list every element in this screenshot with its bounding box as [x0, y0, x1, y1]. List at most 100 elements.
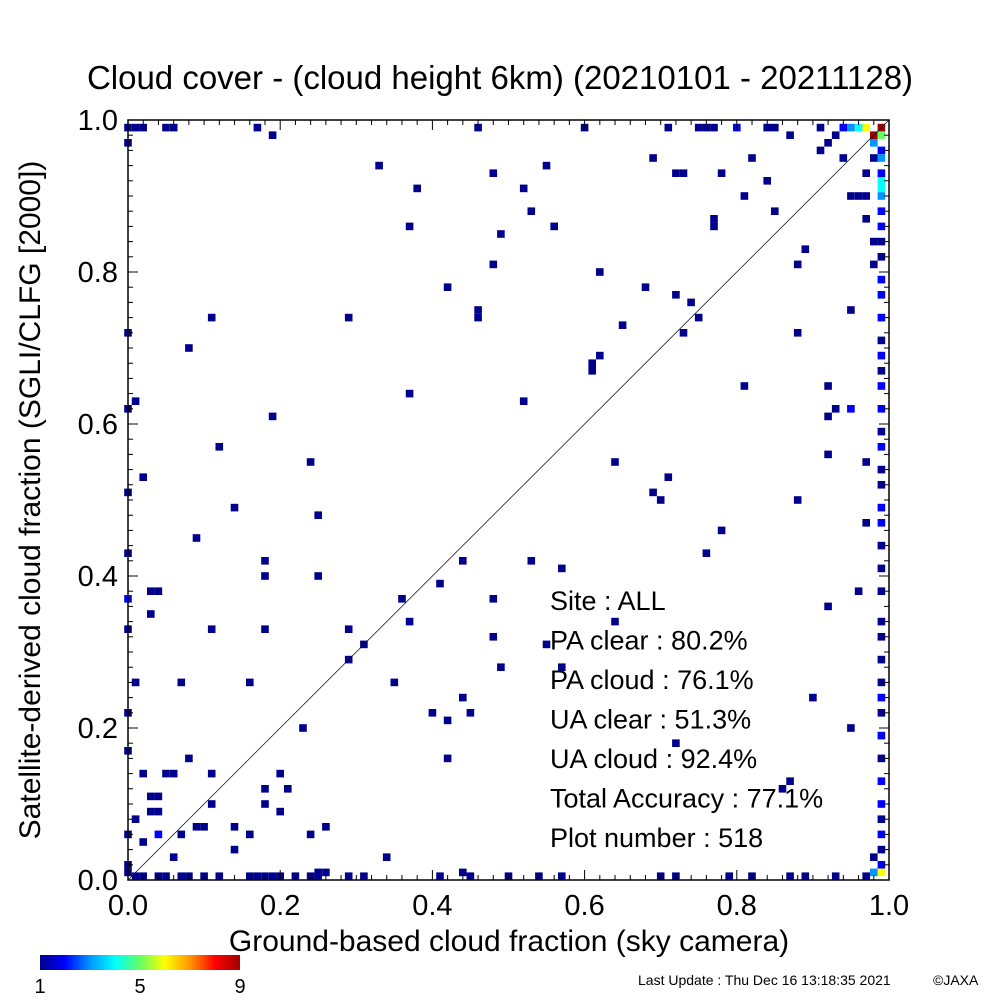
- heatmap-cell: [147, 792, 155, 801]
- heatmap-cell: [740, 192, 749, 200]
- heatmap-cell: [664, 123, 673, 132]
- heatmap-cell: [877, 861, 886, 869]
- heatmap-cell: [793, 496, 802, 504]
- heatmap-cell: [489, 595, 498, 603]
- heatmap-cell: [299, 724, 307, 732]
- heatmap-cell: [405, 389, 414, 398]
- heatmap-cell: [725, 872, 733, 880]
- stat-line: Total Accuracy : 77.1%: [550, 784, 823, 814]
- heatmap-cell: [649, 488, 657, 497]
- one-to-one-line: [127, 119, 890, 881]
- heatmap-cell: [656, 496, 665, 504]
- heatmap-cell: [702, 549, 711, 557]
- heatmap-cell: [489, 169, 498, 177]
- heatmap-cell: [672, 291, 680, 299]
- heatmap-cell: [877, 868, 886, 877]
- heatmap-cell: [877, 367, 886, 375]
- heatmap-cell: [877, 275, 886, 284]
- heatmap-cell: [877, 222, 886, 231]
- heatmap-cell: [322, 868, 330, 877]
- heatmap-cell: [192, 534, 201, 542]
- y-tick-label: 0.6: [78, 409, 118, 441]
- heatmap-cell: [519, 397, 528, 405]
- heatmap-cell: [459, 693, 467, 702]
- heatmap-cell: [877, 481, 886, 489]
- stat-line: PA cloud : 76.1%: [550, 665, 754, 695]
- heatmap-cell: [596, 351, 604, 360]
- heatmap-cell: [740, 382, 749, 390]
- heatmap-cell: [877, 633, 886, 641]
- heatmap-cell: [360, 872, 368, 880]
- heatmap-cell: [215, 443, 224, 451]
- heatmap-cell: [162, 769, 170, 778]
- heatmap-cell: [207, 625, 216, 633]
- last-update-text: Last Update : Thu Dec 16 13:18:35 2021: [638, 972, 891, 988]
- heatmap-cell: [436, 872, 444, 880]
- heatmap-cell: [877, 146, 886, 155]
- heatmap-cell: [877, 184, 886, 193]
- copyright-text: ©JAXA: [933, 972, 979, 988]
- x-tick-label: 0.2: [260, 890, 300, 922]
- heatmap-cell: [466, 709, 475, 717]
- heatmap-cell: [177, 678, 186, 687]
- heatmap-cell: [322, 823, 330, 831]
- stat-line: Site : ALL: [550, 586, 666, 616]
- heatmap-cell: [877, 313, 886, 322]
- heatmap-cell: [169, 853, 178, 861]
- heatmap-cell: [489, 633, 498, 641]
- heatmap-cell: [877, 154, 886, 162]
- heatmap-cell: [877, 237, 886, 246]
- heatmap-cell: [877, 564, 886, 573]
- heatmap-cell: [862, 169, 870, 177]
- heatmap-cell: [162, 123, 170, 132]
- heatmap-cell: [877, 617, 886, 626]
- heatmap-cell: [527, 207, 536, 215]
- heatmap-cell: [611, 458, 619, 466]
- heatmap-cell: [672, 169, 680, 177]
- heatmap-cell: [261, 625, 269, 633]
- heatmap-cell: [672, 739, 680, 747]
- heatmap-cell: [877, 351, 886, 360]
- heatmap-cell: [261, 557, 269, 565]
- heatmap-cell: [177, 830, 186, 839]
- heatmap-cell: [877, 131, 886, 139]
- heatmap-cell: [459, 557, 467, 565]
- colorbar: 1 5 9: [34, 955, 246, 998]
- heatmap-cell: [147, 610, 155, 618]
- heatmap-cell: [679, 329, 688, 337]
- heatmap-cell: [253, 872, 262, 880]
- heatmap-cell: [588, 359, 596, 367]
- heatmap-cell: [527, 557, 536, 565]
- heatmap-cell: [405, 617, 414, 626]
- heatmap-cell: [877, 336, 886, 345]
- heatmap-cell: [877, 541, 886, 550]
- heatmap-cell: [870, 868, 878, 877]
- heatmap-cell: [877, 731, 886, 740]
- heatmap-cell: [877, 382, 886, 390]
- x-tick-label: 0.4: [412, 890, 452, 922]
- heatmap-cell: [877, 503, 886, 512]
- heatmap-cell: [786, 131, 794, 139]
- heatmap-cell: [847, 405, 855, 413]
- heatmap-cell: [314, 572, 322, 580]
- heatmap-cell: [877, 443, 886, 451]
- heatmap-cell: [748, 154, 756, 162]
- heatmap-cell: [200, 823, 208, 831]
- heatmap-cell: [268, 412, 277, 421]
- heatmap-cell: [558, 872, 566, 880]
- heatmap-cell: [390, 678, 399, 687]
- heatmap-cell: [443, 716, 452, 725]
- heatmap-cell: [268, 872, 277, 880]
- heatmap-cell: [443, 283, 452, 291]
- heatmap-cell: [169, 123, 178, 132]
- heatmap-cell: [207, 769, 216, 778]
- heatmap-cell: [268, 131, 277, 139]
- heatmap-cell: [139, 473, 147, 481]
- heatmap-cell: [877, 709, 886, 717]
- heatmap-cell: [147, 587, 155, 595]
- heatmap-cell: [847, 724, 855, 732]
- heatmap-cells: [124, 123, 886, 880]
- heatmap-cell: [824, 139, 832, 147]
- heatmap-cell: [862, 458, 870, 466]
- heatmap-cell: [261, 800, 269, 808]
